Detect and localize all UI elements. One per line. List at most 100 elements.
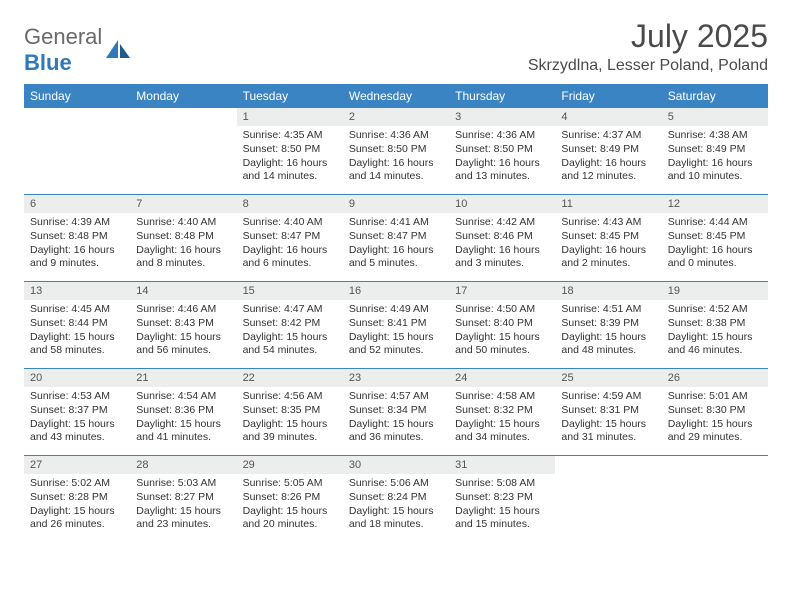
weekday-header: Wednesday (343, 84, 449, 108)
sunset-text: Sunset: 8:43 PM (136, 317, 230, 331)
sunrise-text: Sunrise: 4:42 AM (455, 216, 549, 230)
day-number: 6 (24, 195, 130, 213)
daylight-text: Daylight: 15 hours and 41 minutes. (136, 418, 230, 445)
day-details: Sunrise: 4:47 AMSunset: 8:42 PMDaylight:… (237, 300, 343, 362)
sunset-text: Sunset: 8:27 PM (136, 491, 230, 505)
sunrise-text: Sunrise: 4:36 AM (455, 129, 549, 143)
day-number: 17 (449, 282, 555, 300)
day-details: Sunrise: 4:45 AMSunset: 8:44 PMDaylight:… (24, 300, 130, 362)
sunrise-text: Sunrise: 4:36 AM (349, 129, 443, 143)
sunrise-text: Sunrise: 4:56 AM (243, 390, 337, 404)
day-number: 14 (130, 282, 236, 300)
day-number: 15 (237, 282, 343, 300)
day-details: Sunrise: 5:01 AMSunset: 8:30 PMDaylight:… (662, 387, 768, 449)
daylight-text: Daylight: 16 hours and 6 minutes. (243, 244, 337, 271)
day-cell (24, 108, 130, 194)
sunrise-text: Sunrise: 4:49 AM (349, 303, 443, 317)
sunrise-text: Sunrise: 4:38 AM (668, 129, 762, 143)
calendar-week: 13Sunrise: 4:45 AMSunset: 8:44 PMDayligh… (24, 281, 768, 368)
sunset-text: Sunset: 8:24 PM (349, 491, 443, 505)
day-details: Sunrise: 4:39 AMSunset: 8:48 PMDaylight:… (24, 213, 130, 275)
sunrise-text: Sunrise: 4:40 AM (243, 216, 337, 230)
day-cell: 15Sunrise: 4:47 AMSunset: 8:42 PMDayligh… (237, 282, 343, 368)
day-number: 29 (237, 456, 343, 474)
day-number: 2 (343, 108, 449, 126)
sunset-text: Sunset: 8:50 PM (243, 143, 337, 157)
day-number: 7 (130, 195, 236, 213)
daylight-text: Daylight: 15 hours and 43 minutes. (30, 418, 124, 445)
sunset-text: Sunset: 8:26 PM (243, 491, 337, 505)
day-cell: 24Sunrise: 4:58 AMSunset: 8:32 PMDayligh… (449, 369, 555, 455)
sunset-text: Sunset: 8:36 PM (136, 404, 230, 418)
weekday-header: Tuesday (237, 84, 343, 108)
day-number: 16 (343, 282, 449, 300)
sunrise-text: Sunrise: 4:40 AM (136, 216, 230, 230)
day-number: 13 (24, 282, 130, 300)
day-details: Sunrise: 4:40 AMSunset: 8:48 PMDaylight:… (130, 213, 236, 275)
sunset-text: Sunset: 8:49 PM (668, 143, 762, 157)
day-details: Sunrise: 4:41 AMSunset: 8:47 PMDaylight:… (343, 213, 449, 275)
day-number: 21 (130, 369, 236, 387)
sunset-text: Sunset: 8:34 PM (349, 404, 443, 418)
day-details: Sunrise: 4:35 AMSunset: 8:50 PMDaylight:… (237, 126, 343, 188)
day-cell: 18Sunrise: 4:51 AMSunset: 8:39 PMDayligh… (555, 282, 661, 368)
day-details: Sunrise: 4:56 AMSunset: 8:35 PMDaylight:… (237, 387, 343, 449)
daylight-text: Daylight: 15 hours and 48 minutes. (561, 331, 655, 358)
day-details: Sunrise: 4:57 AMSunset: 8:34 PMDaylight:… (343, 387, 449, 449)
daylight-text: Daylight: 16 hours and 10 minutes. (668, 157, 762, 184)
day-number: 27 (24, 456, 130, 474)
day-details: Sunrise: 4:37 AMSunset: 8:49 PMDaylight:… (555, 126, 661, 188)
daylight-text: Daylight: 16 hours and 0 minutes. (668, 244, 762, 271)
daylight-text: Daylight: 15 hours and 29 minutes. (668, 418, 762, 445)
month-title: July 2025 (528, 18, 768, 55)
day-cell: 6Sunrise: 4:39 AMSunset: 8:48 PMDaylight… (24, 195, 130, 281)
weekday-header: Friday (555, 84, 661, 108)
day-cell: 22Sunrise: 4:56 AMSunset: 8:35 PMDayligh… (237, 369, 343, 455)
sunrise-text: Sunrise: 4:37 AM (561, 129, 655, 143)
sunset-text: Sunset: 8:46 PM (455, 230, 549, 244)
daylight-text: Daylight: 16 hours and 13 minutes. (455, 157, 549, 184)
sunset-text: Sunset: 8:45 PM (668, 230, 762, 244)
day-cell: 13Sunrise: 4:45 AMSunset: 8:44 PMDayligh… (24, 282, 130, 368)
day-cell: 14Sunrise: 4:46 AMSunset: 8:43 PMDayligh… (130, 282, 236, 368)
day-number: 24 (449, 369, 555, 387)
day-cell: 9Sunrise: 4:41 AMSunset: 8:47 PMDaylight… (343, 195, 449, 281)
sunrise-text: Sunrise: 4:51 AM (561, 303, 655, 317)
calendar-week: 20Sunrise: 4:53 AMSunset: 8:37 PMDayligh… (24, 368, 768, 455)
day-number: 18 (555, 282, 661, 300)
day-cell: 30Sunrise: 5:06 AMSunset: 8:24 PMDayligh… (343, 456, 449, 542)
sunrise-text: Sunrise: 5:05 AM (243, 477, 337, 491)
logo-blue: Blue (24, 50, 72, 75)
day-details: Sunrise: 4:52 AMSunset: 8:38 PMDaylight:… (662, 300, 768, 362)
sunset-text: Sunset: 8:41 PM (349, 317, 443, 331)
day-details: Sunrise: 5:03 AMSunset: 8:27 PMDaylight:… (130, 474, 236, 536)
logo-text: General Blue (24, 24, 102, 76)
sunset-text: Sunset: 8:40 PM (455, 317, 549, 331)
day-cell: 20Sunrise: 4:53 AMSunset: 8:37 PMDayligh… (24, 369, 130, 455)
day-number: 26 (662, 369, 768, 387)
day-details: Sunrise: 4:50 AMSunset: 8:40 PMDaylight:… (449, 300, 555, 362)
daylight-text: Daylight: 16 hours and 3 minutes. (455, 244, 549, 271)
day-details: Sunrise: 4:54 AMSunset: 8:36 PMDaylight:… (130, 387, 236, 449)
sunset-text: Sunset: 8:30 PM (668, 404, 762, 418)
day-number: 30 (343, 456, 449, 474)
day-number: 8 (237, 195, 343, 213)
day-cell: 2Sunrise: 4:36 AMSunset: 8:50 PMDaylight… (343, 108, 449, 194)
daylight-text: Daylight: 15 hours and 36 minutes. (349, 418, 443, 445)
day-number: 5 (662, 108, 768, 126)
day-number: 3 (449, 108, 555, 126)
daylight-text: Daylight: 15 hours and 34 minutes. (455, 418, 549, 445)
daylight-text: Daylight: 16 hours and 14 minutes. (243, 157, 337, 184)
day-cell (555, 456, 661, 542)
day-cell: 23Sunrise: 4:57 AMSunset: 8:34 PMDayligh… (343, 369, 449, 455)
sunrise-text: Sunrise: 5:03 AM (136, 477, 230, 491)
logo-general: General (24, 24, 102, 49)
day-cell: 5 Sunrise: 4:38 AMSunset: 8:49 PMDaylight… (662, 108, 768, 194)
day-cell: 21Sunrise: 4:54 AMSunset: 8:36 PMDayligh… (130, 369, 236, 455)
day-details: Sunrise: 4:46 AMSunset: 8:43 PMDaylight:… (130, 300, 236, 362)
sunset-text: Sunset: 8:47 PM (349, 230, 443, 244)
day-number: 10 (449, 195, 555, 213)
day-cell: 31Sunrise: 5:08 AMSunset: 8:23 PMDayligh… (449, 456, 555, 542)
daylight-text: Daylight: 15 hours and 23 minutes. (136, 505, 230, 532)
day-details: Sunrise: 4:36 AMSunset: 8:50 PMDaylight:… (343, 126, 449, 188)
